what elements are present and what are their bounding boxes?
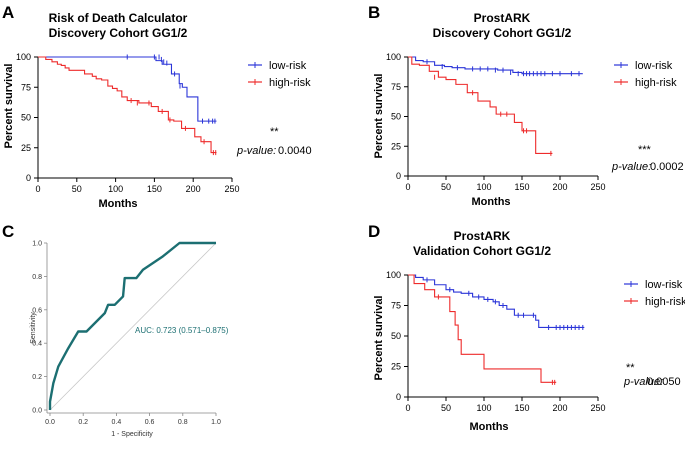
roc-curve [48, 241, 216, 410]
x-tick-label: 200 [552, 403, 567, 413]
x-tick-label: 200 [186, 184, 201, 194]
chart-title-line-1: Risk of Death Calculator [49, 11, 188, 25]
y-tick-label: 0 [396, 171, 401, 181]
x-tick-label: 50 [441, 403, 451, 413]
panel-letter: B [368, 3, 380, 22]
y-tick-label: 0.0 [32, 408, 42, 415]
y-tick-label: 1.0 [32, 241, 42, 248]
x-tick-label: 50 [72, 184, 82, 194]
x-tick-label: 0.0 [45, 419, 55, 426]
x-tick-label: 0 [405, 403, 410, 413]
survival-curve-high-risk [408, 56, 553, 154]
x-axis-label: 1 - Specificity [111, 431, 153, 438]
survival-curve-high-risk [408, 274, 557, 383]
y-tick-label: 0.8 [32, 274, 42, 281]
x-tick-label: 0.2 [78, 419, 88, 426]
legend-label-low-risk: low-risk [645, 279, 683, 291]
survival-curve-low-risk [408, 56, 583, 75]
y-tick-label: 100 [386, 270, 401, 280]
chart-title-line-2: Validation Cohort GG1/2 [413, 244, 551, 258]
y-tick-label: 25 [391, 141, 401, 151]
p-value-label: p-value: [611, 161, 651, 173]
x-axis-label: Months [471, 196, 510, 208]
y-tick-label: 0.6 [32, 307, 42, 314]
survival-curve-low-risk [408, 274, 585, 329]
x-tick-label: 150 [514, 182, 529, 192]
panel-c: C 0.0 0.2 0.4 0.6 0.8 1.0 0.0 0.2 0.4 0.6 0.8 1.0 1… [2, 222, 229, 438]
p-value: 0.0002 [650, 161, 684, 173]
legend-label-low-risk: low-risk [635, 60, 673, 72]
y-tick-label: 75 [391, 82, 401, 92]
x-tick-label: 250 [590, 403, 605, 413]
p-value: 0.0040 [278, 145, 312, 157]
x-tick-label: 0 [35, 184, 40, 194]
y-tick-label: 100 [386, 52, 401, 62]
y-tick-label: 50 [391, 331, 401, 341]
chart-title-line-2: Discovery Cohort GG1/2 [49, 26, 188, 40]
x-tick-label: 100 [476, 403, 491, 413]
legend: low-risk high-risk [248, 60, 311, 89]
x-tick-label: 100 [476, 182, 491, 192]
y-axis-label: Percent survival [3, 64, 15, 149]
legend-label-high-risk: high-risk [645, 296, 685, 308]
y-tick-label: 50 [21, 113, 31, 123]
y-tick-label: 0.2 [32, 374, 42, 381]
y-axis-label: Percent survival [373, 74, 385, 159]
y-tick-label: 75 [21, 82, 31, 92]
legend: low-risk high-risk [624, 279, 685, 308]
significance-stars: ** [270, 126, 279, 138]
auc-annotation: AUC: 0.723 (0.571–0.875) [135, 326, 229, 335]
plot-area: 0 50 100 150 200 250 0 25 50 75 100 [386, 270, 606, 413]
y-tick-label: 50 [391, 112, 401, 122]
x-tick-label: 250 [590, 182, 605, 192]
y-axis-label: Sensitivity [30, 312, 37, 344]
p-value-label: p-value: [623, 376, 663, 388]
plot-area: 0 50 100 150 200 250 0 25 50 75 100 [386, 52, 606, 192]
legend: low-risk high-risk [614, 60, 677, 89]
x-tick-label: 0.6 [145, 419, 155, 426]
chart-title-line-2: Discovery Cohort GG1/2 [433, 26, 572, 40]
x-axis-label: Months [469, 421, 508, 433]
x-tick-label: 150 [147, 184, 162, 194]
y-axis-label: Percent survival [373, 296, 385, 381]
legend-label-low-risk: low-risk [269, 60, 307, 72]
x-tick-label: 0 [405, 182, 410, 192]
panel-letter: C [2, 222, 14, 241]
y-tick-label: 25 [21, 143, 31, 153]
y-tick-label: 75 [391, 301, 401, 311]
p-value: 0.0050 [647, 376, 681, 388]
survival-curve-high-risk [38, 56, 217, 154]
x-tick-label: 0.8 [178, 419, 188, 426]
x-tick-label: 250 [224, 184, 239, 194]
panel-a: A Risk of Death Calculator Discovery Coh… [2, 3, 312, 210]
chart-title-line-1: ProstARK [454, 229, 511, 243]
x-tick-label: 200 [552, 182, 567, 192]
x-tick-label: 1.0 [211, 419, 221, 426]
x-tick-label: 50 [441, 182, 451, 192]
reference-diagonal [49, 242, 217, 411]
significance-stars: *** [638, 144, 652, 156]
legend-label-high-risk: high-risk [635, 77, 677, 89]
panel-b: B ProstARK Discovery Cohort GG1/2 0 50 100… [368, 3, 684, 208]
x-tick-label: 0.4 [112, 419, 122, 426]
chart-title-line-1: ProstARK [474, 11, 531, 25]
y-tick-label: 0 [396, 392, 401, 402]
panel-letter: A [2, 3, 14, 22]
significance-stars: ** [626, 362, 635, 374]
x-tick-label: 100 [108, 184, 123, 194]
y-tick-label: 0 [26, 173, 31, 183]
panel-letter: D [368, 222, 380, 241]
plot-area: 0 50 100 150 200 250 0 25 50 75 100 [16, 52, 240, 194]
x-axis-label: Months [98, 198, 137, 210]
plot-area: 0.0 0.2 0.4 0.6 0.8 1.0 0.0 0.2 0.4 0.6 0.8 1.0 [32, 241, 221, 427]
legend-label-high-risk: high-risk [269, 77, 311, 89]
survival-curve-low-risk [38, 56, 217, 122]
p-value-label: p-value: [236, 145, 276, 157]
y-tick-label: 0.4 [32, 341, 42, 348]
panel-d: D ProstARK Validation Cohort GG1/2 0 50 10… [368, 222, 685, 433]
y-tick-label: 100 [16, 52, 31, 62]
x-tick-label: 150 [514, 403, 529, 413]
y-tick-label: 25 [391, 362, 401, 372]
